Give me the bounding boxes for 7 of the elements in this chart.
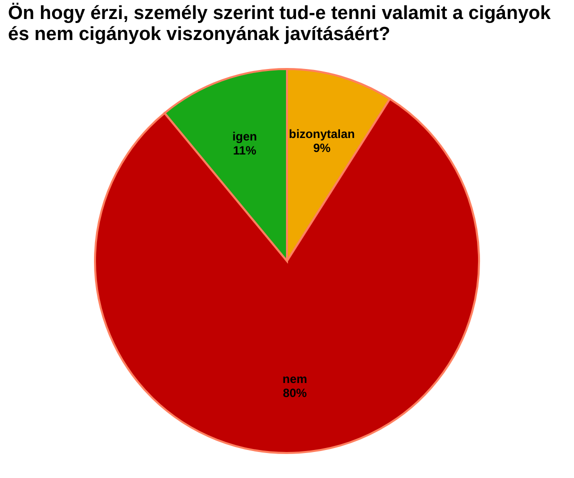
data-label: 11% (232, 143, 257, 158)
chart-title: Ön hogy érzi, személy szerint tud-e tenni valamit a cigányok és nem cigányok viszonyának javításáért? (8, 2, 552, 45)
data-label: 80% (282, 386, 308, 400)
slice-label: igen (232, 129, 257, 144)
slice-label: nem (282, 372, 308, 386)
slice-label: bizonytalan (288, 126, 355, 141)
data-label: 9% (313, 140, 331, 155)
